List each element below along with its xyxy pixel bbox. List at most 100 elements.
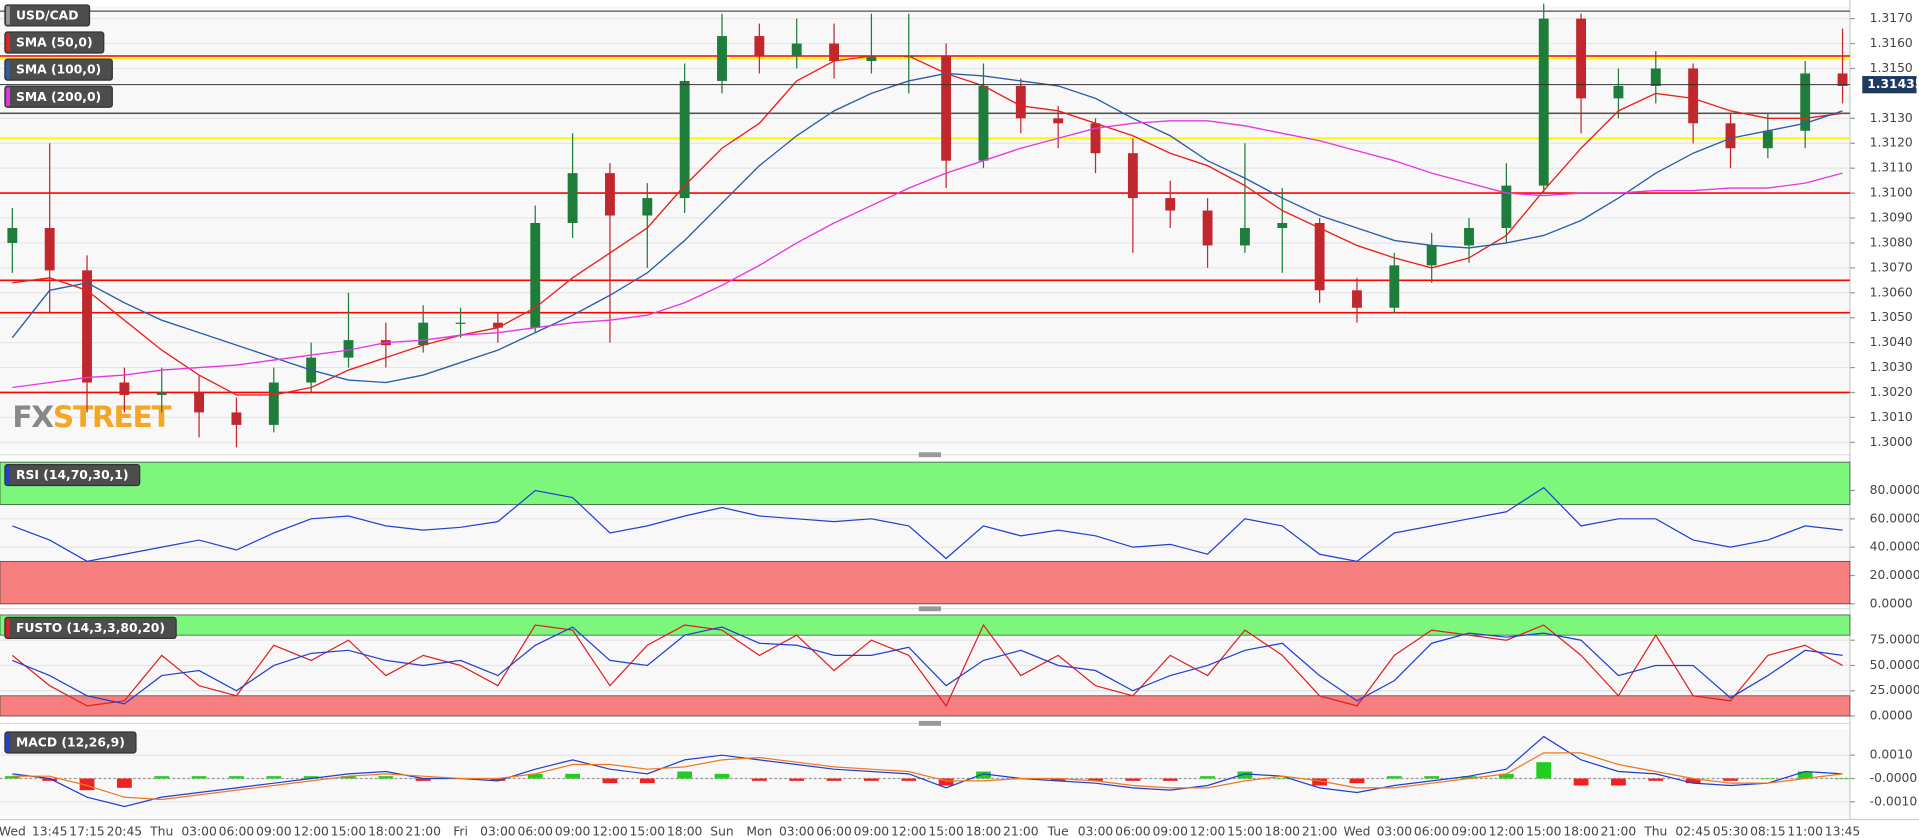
resize-handle[interactable] bbox=[918, 720, 942, 726]
legend-label: RSI (14,70,30,1) bbox=[16, 468, 129, 482]
histogram-bar bbox=[1536, 762, 1552, 779]
candle-body bbox=[194, 392, 205, 413]
candle-body bbox=[1762, 130, 1773, 149]
zone bbox=[0, 695, 1851, 717]
legend-box bbox=[4, 4, 91, 27]
y-tick-label: 1.3150 bbox=[1870, 61, 1913, 75]
y-tick-label: 1.3030 bbox=[1870, 360, 1913, 374]
legend-item: SMA (50,0) bbox=[4, 31, 105, 54]
candle-body bbox=[1352, 290, 1362, 308]
indicator-line bbox=[12, 626, 1843, 705]
candle-body bbox=[156, 392, 167, 395]
indicator-line bbox=[11, 623, 1843, 708]
histogram-bar bbox=[602, 778, 618, 784]
y-tick-label: 0.0010 bbox=[1870, 748, 1913, 762]
legend-swatch bbox=[6, 618, 10, 638]
histogram-bar bbox=[565, 773, 580, 779]
candle-body bbox=[1127, 153, 1138, 199]
resize-handle[interactable] bbox=[918, 452, 942, 458]
x-tick-label: 06:00 bbox=[1115, 824, 1151, 838]
zone bbox=[0, 560, 1851, 605]
x-tick-label: 21:00 bbox=[405, 824, 441, 838]
x-tick-label: 06:00 bbox=[816, 824, 852, 838]
x-tick-label: Sun bbox=[710, 824, 733, 838]
y-tick-label: 0.0000 bbox=[1870, 596, 1913, 610]
resize-handle[interactable] bbox=[918, 606, 942, 612]
candle-body bbox=[119, 382, 130, 395]
histogram-bar bbox=[1723, 778, 1738, 781]
y-tick-label: -0.0000 bbox=[1870, 771, 1918, 785]
histogram-bar bbox=[751, 778, 767, 781]
candle-body bbox=[1015, 85, 1026, 119]
x-tick-label: 12:00 bbox=[293, 824, 329, 838]
histogram-bar bbox=[1349, 778, 1365, 784]
legend-box bbox=[4, 616, 177, 639]
legend-item: RSI (14,70,30,1) bbox=[4, 463, 141, 487]
y-tick-label: 1.3050 bbox=[1870, 310, 1913, 324]
macd-line bbox=[12, 735, 1843, 808]
y-tick-label: 1.3160 bbox=[1870, 36, 1913, 50]
y-tick-label: 80.0000 bbox=[1870, 483, 1919, 497]
histogram-bar bbox=[1685, 778, 1701, 784]
candle-body bbox=[1613, 85, 1624, 99]
legend-item: FUSTO (14,3,3,80,20) bbox=[4, 616, 177, 639]
histogram-bar bbox=[4, 776, 20, 779]
x-tick-label: 18:00 bbox=[667, 824, 703, 838]
candle-body bbox=[1538, 18, 1549, 186]
x-tick-label: 06:00 bbox=[219, 824, 255, 838]
legend-swatch bbox=[6, 87, 10, 106]
x-tick-label: Tue bbox=[1047, 824, 1069, 838]
candle-body bbox=[1800, 73, 1811, 131]
candle-body bbox=[791, 43, 802, 57]
histogram-bar bbox=[1498, 773, 1514, 779]
watermark-part: STREET bbox=[53, 399, 173, 433]
y-tick-label: 1.3000 bbox=[1870, 435, 1913, 449]
y-tick-label: 1.3170 bbox=[1870, 11, 1913, 25]
candle-body bbox=[1426, 245, 1437, 266]
candle-body bbox=[717, 36, 727, 81]
histogram-bar bbox=[1573, 778, 1589, 786]
x-tick-label: 06:00 bbox=[1414, 824, 1450, 838]
candle-body bbox=[754, 36, 765, 57]
x-tick-label: 03:00 bbox=[1377, 824, 1413, 838]
x-tick-label: 09:00 bbox=[854, 824, 890, 838]
y-tick-label: 1.3110 bbox=[1870, 161, 1913, 175]
watermark: FXSTREET bbox=[12, 399, 172, 433]
legend-label: FUSTO (14,3,3,80,20) bbox=[16, 621, 165, 635]
histogram-bar bbox=[1648, 778, 1664, 781]
x-tick-label: 09:00 bbox=[1152, 824, 1188, 838]
candle-body bbox=[567, 173, 578, 224]
x-tick-label: 21:00 bbox=[1302, 824, 1338, 838]
y-tick-label: 1.3040 bbox=[1870, 335, 1913, 349]
candle-body bbox=[1389, 265, 1400, 308]
histogram-bar bbox=[1088, 778, 1103, 781]
x-tick-label: 18:00 bbox=[1563, 824, 1599, 838]
x-tick-label: 17:15 bbox=[69, 824, 104, 838]
histogram-bar bbox=[789, 778, 805, 781]
x-tick-label: 03:00 bbox=[779, 824, 815, 838]
candle-body bbox=[268, 382, 279, 425]
x-tick-label: 18:00 bbox=[1265, 824, 1301, 838]
x-tick-label: 15:00 bbox=[928, 824, 964, 838]
x-tick-label: 18:00 bbox=[368, 824, 404, 838]
candle-body bbox=[418, 322, 429, 346]
candle-body bbox=[7, 227, 18, 243]
candle-body bbox=[1277, 223, 1288, 228]
legend-box bbox=[4, 463, 141, 487]
legend-label: SMA (100,0) bbox=[16, 63, 101, 77]
histogram-bar bbox=[378, 776, 394, 779]
zone bbox=[0, 461, 1851, 506]
x-tick-label: 15:00 bbox=[1227, 824, 1263, 838]
macd-line bbox=[12, 752, 1843, 801]
candle-body bbox=[978, 85, 989, 161]
watermark-part: FX bbox=[12, 399, 54, 433]
histogram-bar bbox=[490, 778, 506, 781]
y-tick-label: 1.3070 bbox=[1870, 260, 1913, 274]
y-tick-label: 1.3060 bbox=[1870, 285, 1913, 299]
x-tick-label: 08:15 bbox=[1750, 824, 1785, 838]
candle-body bbox=[530, 223, 541, 328]
legend-label: MACD (12,26,9) bbox=[16, 736, 125, 750]
histogram-bar bbox=[341, 776, 356, 779]
histogram-bar bbox=[639, 778, 655, 784]
